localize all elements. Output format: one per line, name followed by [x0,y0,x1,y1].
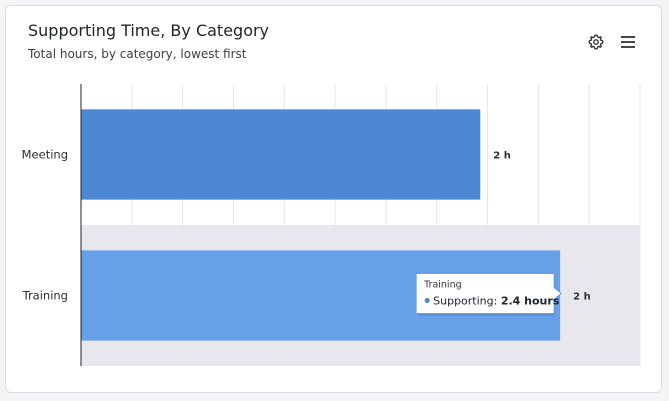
data-label: 2 h [493,151,511,162]
tooltip-category: Training [423,280,462,291]
tooltip-series: Supporting: 2.4 hours [433,295,560,308]
tooltip-series-marker [424,298,430,303]
tooltip: Training Supporting: 2.4 hours [415,273,562,316]
tooltip-box [415,273,562,314]
gear-icon [588,34,604,50]
data-label: 2 h [573,292,591,303]
settings-button[interactable] [585,31,607,53]
chart-title: Supporting Time, By Category [28,21,270,40]
bar-training[interactable] [81,250,561,341]
hamburger-menu-icon [621,36,635,48]
category-label: Training [22,289,68,303]
chart-subtitle: Total hours, by category, lowest first [28,47,247,61]
category-label: Meeting [22,148,68,162]
menu-button[interactable] [617,31,639,53]
bar-meeting[interactable] [81,109,481,200]
